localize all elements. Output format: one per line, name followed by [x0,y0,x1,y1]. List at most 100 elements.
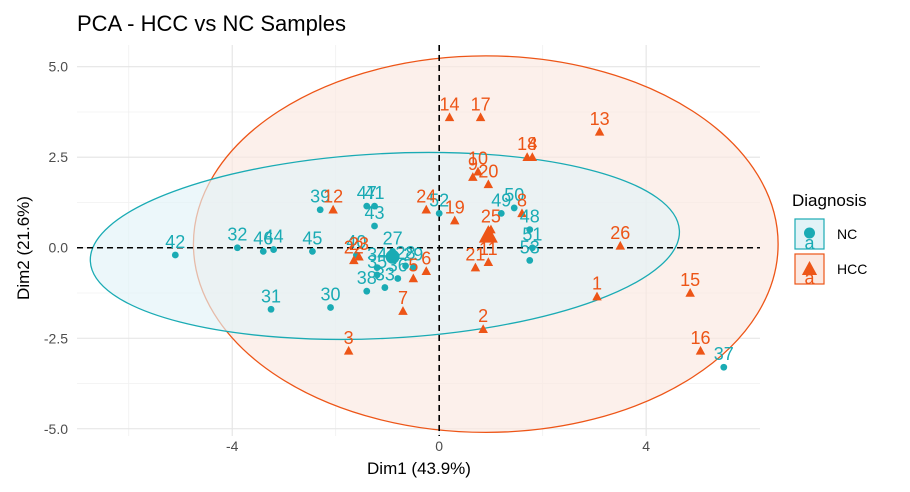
point-label-hcc: 25 [481,207,501,227]
point-label-hcc: 22 [344,237,364,257]
ellipse-nc [89,151,681,341]
point-nc [309,247,316,255]
point-label-nc: 45 [302,228,322,248]
point-label-nc: 46 [253,228,273,248]
point-label-hcc: 7 [398,288,408,308]
point-label-hcc: 23 [349,234,369,254]
point-hcc [349,255,359,265]
point-label-hcc: 2 [478,306,488,326]
point-nc [528,244,536,252]
point-label-nc: 47 [357,183,377,203]
x-tick-label: 4 [642,438,650,454]
legend-title: Diagnosis [792,191,867,210]
point-label-hcc: 6 [421,248,431,268]
point-nc [371,202,378,210]
point-label-hcc: 16 [690,328,710,348]
point-nc [270,246,278,253]
point-label-hcc: 10 [468,149,488,169]
point-nc [171,251,179,259]
x-axis-ticks: -4 0 4 [226,438,650,454]
point-label-nc: 29 [403,245,423,265]
point-label-hcc: 8 [517,190,527,210]
point-label-hcc: 17 [471,94,491,114]
group-centroids [385,225,498,264]
point-hcc [354,251,364,261]
point-label-nc: 34 [367,245,387,265]
point-hcc [475,112,486,122]
point-label-nc: 32 [227,225,247,245]
confidence-ellipses [89,55,779,434]
point-nc [234,244,241,252]
point-label-hcc: 9 [468,154,478,174]
point-label-nc: 28 [396,243,416,263]
point-nc [394,275,402,282]
y-tick-label: -5.0 [44,421,68,437]
point-label-nc: 36 [388,256,408,276]
point-label-hcc: 14 [440,94,460,114]
point-hcc [444,112,455,122]
point-hcc [615,240,626,250]
legend: Diagnosis a NC a HCC [792,191,867,288]
point-hcc [470,262,481,272]
point-nc [267,305,275,313]
point-hcc [421,204,432,214]
point-label-nc: 43 [365,203,385,223]
point-hcc [522,152,532,161]
point-nc [402,262,409,270]
point-hcc [483,257,494,266]
point-nc [259,247,267,255]
y-tick-label: 5.0 [49,59,69,75]
point-hcc [343,345,354,355]
point-hcc [685,287,695,297]
point-nc [373,264,381,272]
point-hcc [695,345,706,355]
point-hcc [468,172,478,181]
y-tick-label: 2.5 [49,149,69,165]
point-nc [371,222,378,230]
point-nc [720,363,728,371]
point-label-nc: 33 [375,265,395,285]
point-label-nc: 53 [520,237,540,257]
point-label-hcc: 13 [590,109,610,129]
point-label-hcc: 18 [517,134,537,154]
point-nc [510,204,518,212]
point-nc [526,226,534,234]
data-points [171,112,728,371]
point-label-nc: 44 [264,227,284,247]
centroid-hcc [478,225,498,243]
point-hcc [592,291,602,301]
point-label-nc: 40 [346,232,366,252]
point-label-hcc: 24 [416,187,436,207]
point-label-nc: 38 [357,268,377,288]
x-tick-label: 0 [435,438,443,454]
legend-label-nc: NC [837,226,857,242]
point-label-nc: 37 [714,344,734,364]
chart-title: PCA - HCC vs NC Samples [77,11,346,36]
point-hcc [328,204,338,214]
point-label-hcc: 4 [527,134,537,154]
point-label-nc: 42 [165,232,185,252]
point-label-hcc: 12 [323,187,343,207]
legend-key-nc: a [794,218,825,253]
point-label-nc: 31 [261,286,281,306]
centroid-nc [385,249,400,264]
x-axis-title: Dim1 (43.9%) [367,459,471,478]
y-axis-title: Dim2 (21.6%) [14,196,33,300]
point-label-nc: 52 [429,190,449,210]
point-nc [409,264,417,272]
legend-circle-icon [804,227,815,239]
point-label-nc: 27 [383,228,403,248]
point-nc [526,257,534,264]
point-label-hcc: 15 [680,270,700,290]
legend-label-hcc: HCC [837,261,867,277]
point-label-nc: 39 [310,187,330,207]
point-label-nc: 41 [365,183,385,203]
point-hcc [478,324,488,333]
y-tick-label: -2.5 [44,330,68,346]
point-hcc [473,166,483,176]
legend-key-hcc: a [794,253,825,288]
point-hcc [408,273,419,283]
point-nc [381,284,389,291]
point-label-nc: 51 [522,225,542,245]
